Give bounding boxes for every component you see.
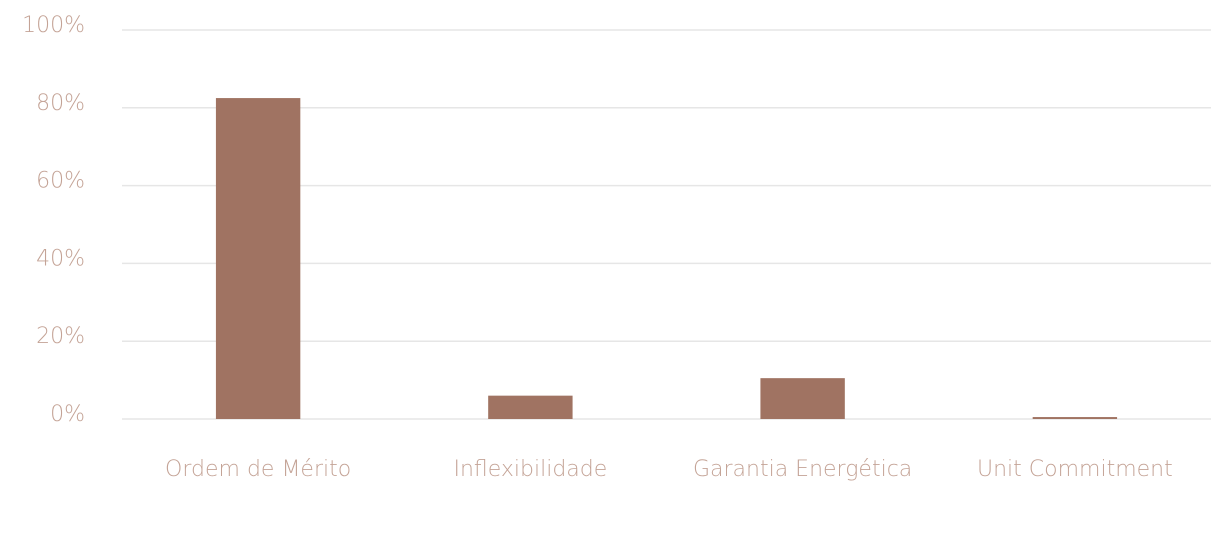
x-tick-label: Garantia Energética [693,457,912,482]
x-tick-label: Inflexibilidade [453,457,607,482]
bar [215,98,301,419]
y-tick-label: 80% [36,91,85,116]
y-tick-label: 40% [36,246,85,271]
y-tick-label: 100% [22,13,85,38]
y-tick-label: 60% [36,169,85,194]
bar [760,378,845,419]
x-tick-label: Ordem de Mérito [165,457,351,482]
bar [488,395,573,419]
y-tick-label: 20% [36,324,85,349]
x-tick-label: Unit Commitment [977,457,1173,482]
bar [1032,417,1118,419]
y-tick-label: 0% [50,402,85,427]
